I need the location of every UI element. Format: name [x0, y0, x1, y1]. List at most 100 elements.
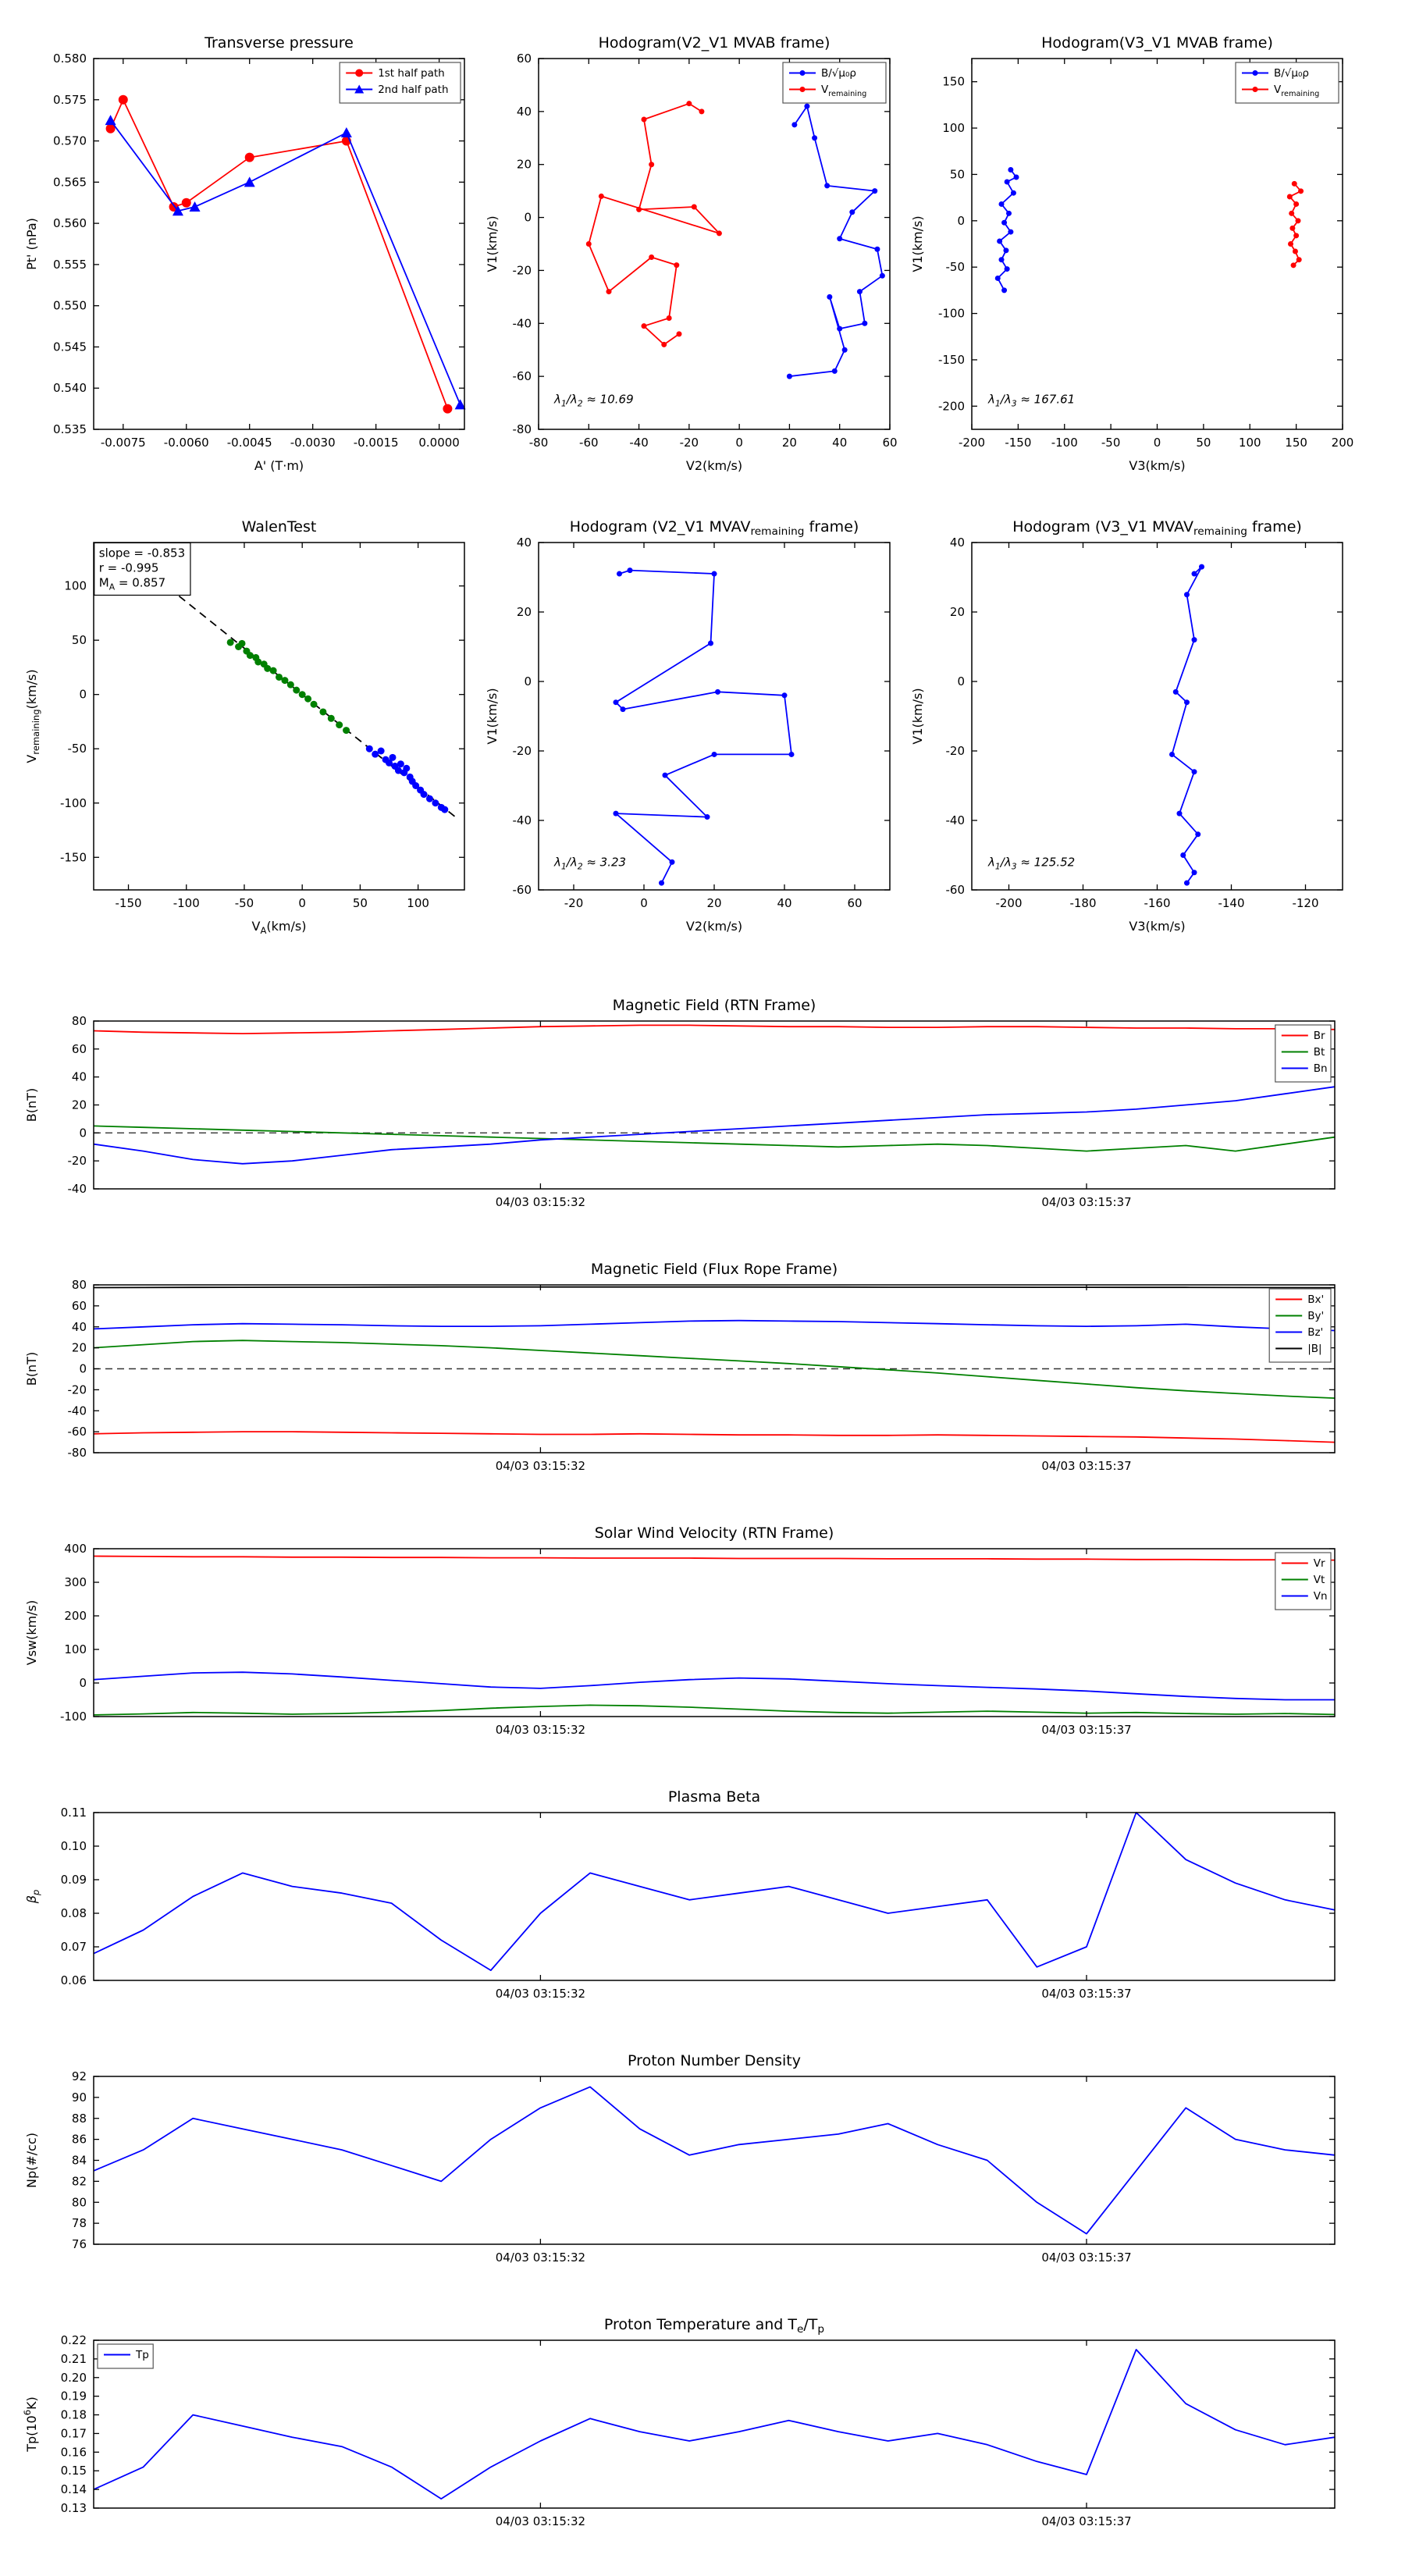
marker-dot — [799, 87, 806, 92]
x-tick-label: 0.0000 — [418, 436, 460, 450]
x-tick-label: -150 — [1005, 436, 1031, 450]
y-tick-label: 0.545 — [53, 340, 87, 354]
marker-dot — [264, 664, 272, 672]
marker-dot — [1289, 210, 1295, 216]
marker-triangle — [340, 127, 352, 137]
y-tick-label: 60 — [517, 52, 532, 66]
y-tick-label: 100 — [64, 579, 87, 593]
y-tick-label: 40 — [517, 105, 532, 119]
series-line — [93, 1431, 1336, 1443]
chart-svg-proton-number-density: 04/03 03:15:32 04/03 03:15:37 76 78 80 82 84 86… — [24, 2052, 1336, 2265]
series-b- — [1169, 564, 1204, 886]
legend-box — [1235, 62, 1339, 104]
series-2 — [226, 639, 350, 735]
marker-dot — [1199, 564, 1204, 570]
annotation-box — [94, 542, 191, 596]
series-bt — [93, 1125, 1336, 1152]
y-tick-label: 0 — [79, 1676, 87, 1690]
y-tick-label: -40 — [68, 1182, 87, 1196]
annotation-text: MA = 0.857 — [99, 575, 165, 592]
chart-proton-number-density: 04/03 03:15:32 04/03 03:15:37 76 78 80 82 84 86… — [23, 2037, 1382, 2287]
y-tick-label: -50 — [946, 260, 966, 274]
marker-dot — [636, 206, 642, 212]
chart-hodogram-v2-v1-mvav: -20 0 20 40 60 -60 -40 -20 0 20 40 Hodogram (V2_V1 … — [484, 500, 902, 945]
y-tick-label: -100 — [60, 1710, 87, 1724]
marker-circle — [443, 404, 453, 414]
y-tick-label: 0.20 — [61, 2371, 87, 2385]
x-axis-label: A' (T·m) — [254, 458, 304, 473]
legend-box — [782, 62, 887, 104]
series-b- — [994, 167, 1019, 294]
marker-dot — [372, 750, 379, 758]
chart-title: Solar Wind Velocity (RTN Frame) — [595, 1525, 834, 1542]
y-tick-label: 80 — [72, 1014, 87, 1028]
marker-dot — [716, 230, 722, 237]
y-tick-label: -20 — [513, 263, 532, 277]
chart-svg-solar-wind-velocity-rtn: 04/03 03:15:32 04/03 03:15:37 -100 0 100 200 3… — [24, 1525, 1336, 1737]
legend-label: Bz' — [1307, 1326, 1323, 1339]
x-axis-label: V3(km/s) — [1129, 919, 1185, 934]
marker-dot — [403, 764, 411, 772]
chart-proton-temperature: 04/03 03:15:32 04/03 03:15:37 0.13 0.14 0.15… — [22, 2301, 1382, 2551]
legend-label: Tp — [135, 2349, 149, 2361]
y-tick-label: 0 — [79, 688, 87, 702]
legend-label: Vremaining — [1274, 84, 1319, 98]
plot-area — [94, 1549, 1335, 1717]
x-tick-label: 40 — [777, 896, 791, 910]
series-b- — [786, 103, 885, 379]
marker-dot — [336, 721, 343, 729]
y-axis-label: Tp(106K) — [23, 2396, 39, 2453]
marker-dot — [269, 667, 277, 674]
series-line — [93, 2349, 1336, 2500]
axes-frame — [93, 542, 465, 891]
x-tick-label: 100 — [1239, 436, 1261, 450]
y-tick-label: -50 — [68, 742, 87, 756]
y-tick-label: -40 — [513, 813, 532, 827]
marker-dot — [686, 101, 692, 107]
marker-dot — [298, 691, 306, 699]
series-line — [93, 1671, 1335, 1701]
y-tick-label: 0.09 — [61, 1873, 87, 1887]
axes-frame — [93, 1548, 1336, 1717]
axes-frame — [93, 58, 465, 430]
marker-dot — [837, 326, 843, 332]
marker-dot — [674, 262, 680, 269]
marker-dot — [238, 639, 246, 647]
series-vremaining — [585, 101, 722, 347]
series-bx- — [93, 1431, 1336, 1443]
x-tick-label: 04/03 03:15:32 — [496, 1459, 585, 1473]
marker-dot — [812, 135, 818, 141]
x-tick-label: -120 — [1292, 896, 1318, 910]
legend-label: By' — [1307, 1310, 1324, 1322]
series-line — [789, 105, 884, 377]
marker-circle — [244, 152, 254, 162]
marker-dot — [708, 640, 713, 646]
series-vt — [93, 1704, 1336, 1716]
marker-dot — [998, 201, 1005, 207]
marker-dot — [662, 772, 668, 778]
series-0 — [93, 2086, 1336, 2235]
chart-magnetic-field-flux-rope: 04/03 03:15:32 04/03 03:15:37 -80 -60 -40 -20… — [23, 1246, 1382, 1496]
series-br — [93, 1024, 1336, 1034]
marker-triangle — [454, 399, 466, 410]
y-tick-label: 20 — [72, 1098, 87, 1112]
legend-label: Vn — [1314, 1590, 1328, 1603]
marker-dot — [827, 294, 833, 300]
marker-dot — [711, 571, 717, 577]
legend-label: Bt — [1314, 1046, 1325, 1059]
y-axis-label: Vsw(km/s) — [24, 1600, 39, 1665]
marker-dot — [1252, 70, 1258, 76]
marker-dot — [872, 188, 878, 194]
y-tick-label: 60 — [72, 1299, 87, 1313]
x-tick-label: 04/03 03:15:32 — [496, 1195, 585, 1209]
annotation-text: r = -0.995 — [99, 560, 159, 575]
marker-dot — [1169, 751, 1175, 757]
y-tick-label: -40 — [513, 316, 532, 330]
x-axis-label: VA(km/s) — [252, 919, 307, 936]
series-line — [93, 1340, 1336, 1399]
x-tick-label: -20 — [564, 896, 584, 910]
annotation: λ1/λ2 ≈ 3.23 — [553, 856, 626, 872]
y-tick-label: 40 — [950, 535, 965, 550]
legend: Bx' By' Bz' |B| — [1268, 1288, 1332, 1363]
